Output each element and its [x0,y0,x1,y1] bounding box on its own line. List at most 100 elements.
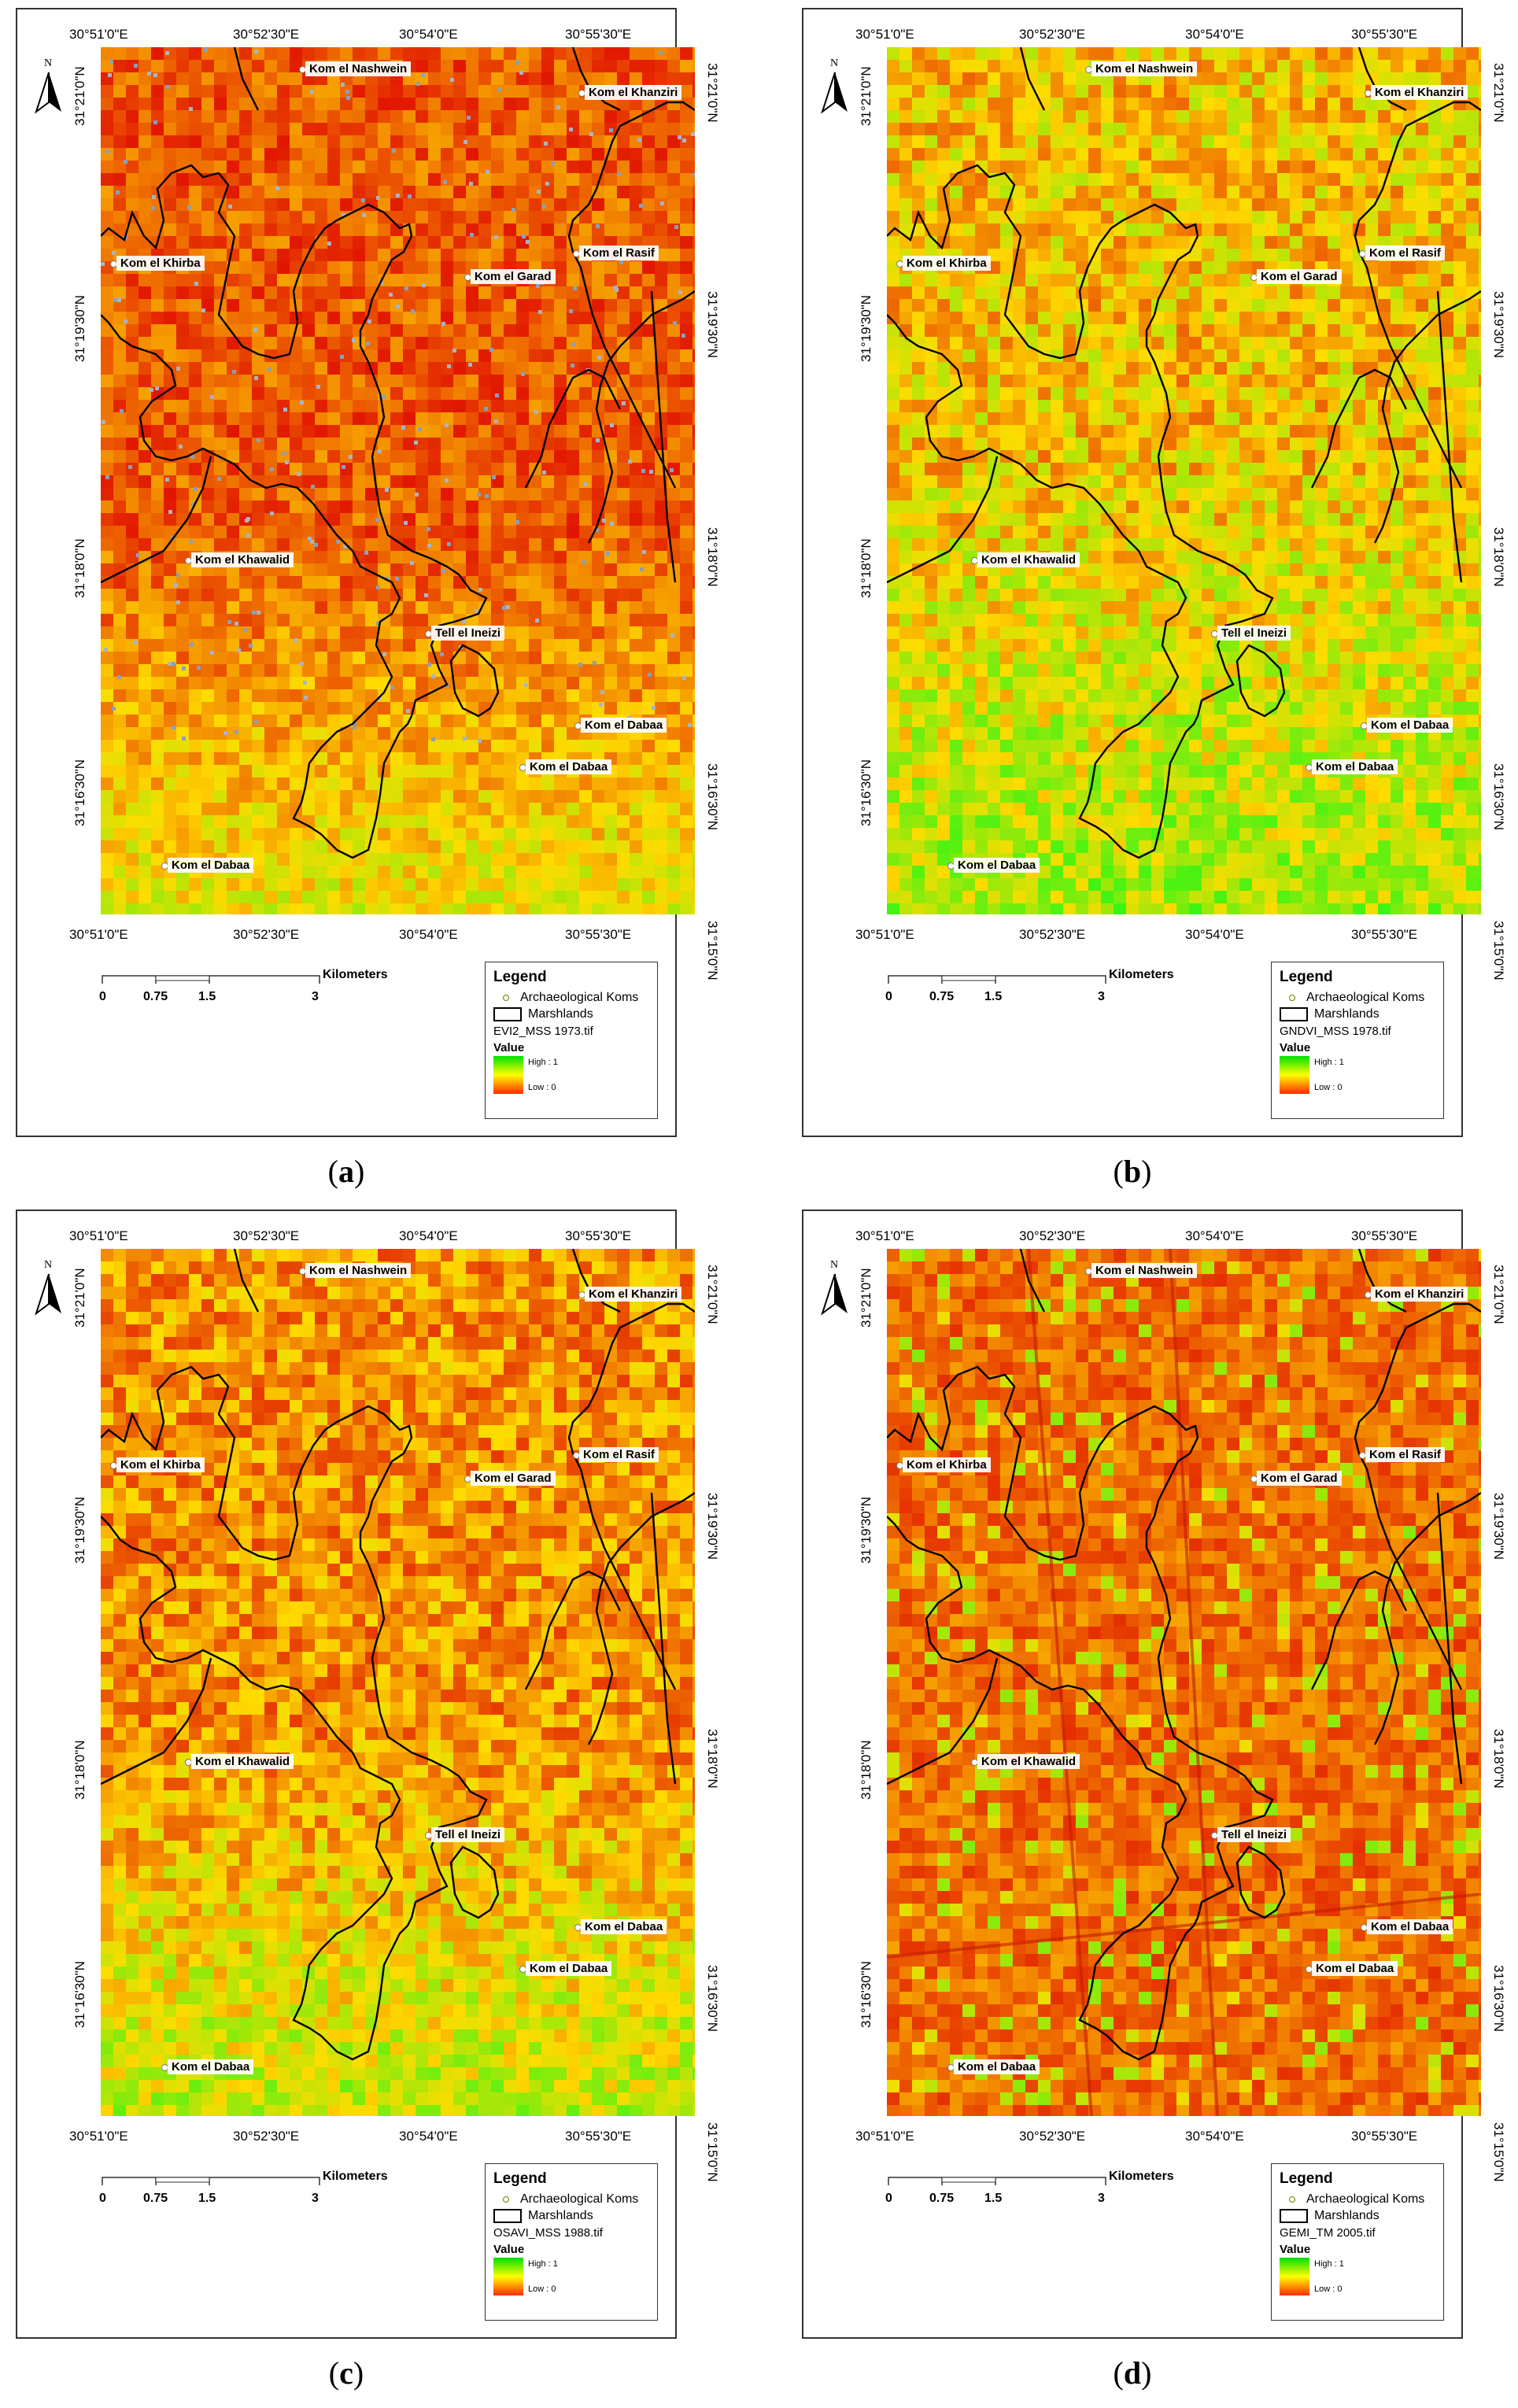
marshland-boundary [1436,1492,1463,1785]
longitude-tick-bottom: 30°54'0"E [1185,2129,1244,2144]
site-label: Kom el Dabaa [581,1919,667,1934]
latitude-tick-left: 31°19'30"N [859,294,873,362]
marshland-boundary [1019,47,1046,111]
marsh-symbol-icon [1280,1007,1308,1021]
kom-symbol-icon [1289,2196,1295,2203]
latitude-tick-left: 31°19'30"N [859,1496,873,1564]
legend-marsh: Marshlands [528,1007,593,1021]
legend-low: Low : 0 [528,2284,556,2294]
site-label: Tell el Ineizi [431,1827,505,1842]
site-label: Kom el Dabaa [1367,1919,1453,1934]
north-arrow-icon: N [33,1257,65,1320]
color-ramp [1280,2258,1309,2295]
color-ramp [1280,1056,1309,1094]
site-label: Kom el Khawalid [977,1754,1080,1769]
longitude-tick-bottom: 30°55'30"E [565,2129,632,2144]
site-label: Kom el Khanziri [1371,85,1468,100]
latitude-tick-right: 31°18'0"N [1491,1729,1506,1789]
latitude-tick-right: 31°15'0"N [705,921,720,981]
scale-label: 1.5 [198,990,216,1003]
site-label: Kom el Nashwein [1091,1263,1198,1278]
legend-low: Low : 0 [1314,2284,1343,2294]
longitude-tick-top: 30°52'30"E [1019,1228,1086,1243]
map-svg [101,1249,695,2116]
longitude-tick-bottom: 30°54'0"E [1185,927,1244,942]
north-arrow-icon: N [819,1257,851,1320]
site-label: Kom el Garad [1257,269,1342,284]
latitude-tick-right: 31°19'30"N [1491,291,1506,359]
latitude-tick-right: 31°21'0"N [1491,1265,1506,1324]
raster-cells [101,1249,695,2116]
scale-label: 0.75 [143,2192,168,2205]
legend-raster-file: GNDVI_MSS 1978.tif [1280,1025,1391,1038]
legend-marsh: Marshlands [1314,1007,1379,1021]
site-label: Kom el Khanziri [1371,1287,1468,1302]
marshland-boundary [1354,1366,1463,1690]
legend-box: Legend Archaeological Koms Marshlands EVI2_… [485,962,658,1119]
legend-value: Value [1280,2243,1311,2256]
marshland-boundary [887,1751,951,1786]
scale-unit: Kilometers [1109,968,1174,981]
scale-label: 1.5 [984,2192,1003,2205]
site-label: Kom el Dabaa [1312,1961,1398,1976]
site-label: Kom el Dabaa [954,858,1040,873]
scale-label: 0 [885,2192,892,2205]
marshland-boundary [887,164,1274,859]
north-label: N [830,1259,838,1271]
latitude-tick-left: 31°16'30"N [72,759,87,826]
marsh-symbol-icon [493,1007,522,1021]
latitude-tick-left: 31°21'0"N [859,1268,873,1328]
marshland-boundary [101,549,164,584]
longitude-tick-top: 30°55'30"E [565,1228,632,1243]
scale-label: 3 [312,2192,319,2205]
marshland-boundary [650,1492,677,1785]
legend-marsh: Marshlands [528,2209,593,2222]
latitude-tick-left: 31°21'0"N [72,1268,87,1328]
scale-bar: 0 0.75 1.5 3 Kilometers [99,2168,388,2215]
scale-label: 0.75 [143,990,168,1003]
north-label: N [44,1259,52,1271]
raster-cells [887,1249,1481,2116]
caption-b: (b) [1113,1154,1152,1189]
legend-raster-file: EVI2_MSS 1973.tif [493,1025,593,1038]
latitude-tick-right: 31°19'30"N [705,291,720,359]
marshland-boundary [1235,644,1286,718]
scale-label: 3 [1098,990,1105,1003]
caption-c: (c) [328,2355,364,2391]
site-label: Kom el Khanziri [585,1287,682,1302]
legend-koms: Archaeological Koms [520,991,639,1004]
scale-bar: 0 0.75 1.5 3 Kilometers [885,966,1174,1014]
site-label: Kom el Khawalid [191,552,294,567]
marshland-boundary [1373,290,1481,544]
latitude-tick-left: 31°18'0"N [72,538,87,598]
site-label: Kom el Nashwein [305,61,412,76]
longitude-tick-bottom: 30°54'0"E [399,2129,458,2144]
raster-cells [887,47,1481,914]
scale-label: 0.75 [929,990,955,1003]
site-label: Kom el Dabaa [581,718,667,733]
site-label: Kom el Khanziri [585,85,682,100]
latitude-tick-right: 31°18'0"N [705,527,720,587]
site-label: Kom el Dabaa [1312,759,1398,774]
scale-bar: 0 0.75 1.5 3 Kilometers [885,2168,1174,2215]
site-label: Kom el Dabaa [168,858,254,873]
marshland-boundary [1019,1249,1046,1313]
longitude-tick-top: 30°51'0"E [69,1228,128,1243]
site-label: Kom el Rasif [579,246,659,260]
marshland-boundary [101,1365,488,2061]
legend-value: Value [1280,1041,1311,1054]
legend-koms: Archaeological Koms [1306,2192,1425,2206]
legend-title: Legend [1280,2170,1333,2187]
marshland-boundary [567,164,677,489]
site-label: Kom el Khirba [903,1457,991,1472]
marshland-boundary [587,1492,695,1745]
site-label: Kom el Garad [471,1471,556,1486]
marsh-symbol-icon [1280,2209,1308,2223]
legend-title: Legend [493,969,547,985]
marshland-boundary [163,456,212,552]
latitude-tick-left: 31°16'30"N [859,759,873,826]
legend-low: Low : 0 [1314,1083,1343,1092]
latitude-tick-left: 31°18'0"N [859,1740,873,1800]
site-label: Kom el Dabaa [954,2059,1040,2074]
map-svg [887,1249,1481,2116]
